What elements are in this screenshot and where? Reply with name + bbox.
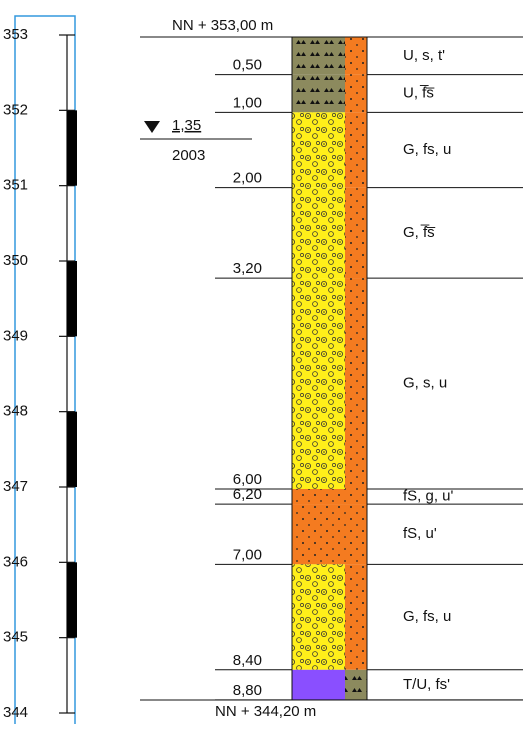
layer-pattern [345, 670, 367, 700]
bottom-label: NN + 344,20 m [215, 703, 316, 720]
scale-segment [67, 261, 77, 336]
scale-label: 350 [3, 252, 28, 269]
layer-pattern [345, 37, 367, 75]
layer-description: U, f̅s̅ [403, 84, 435, 101]
scale-label: 345 [3, 629, 28, 646]
scale-segment [67, 110, 77, 185]
layer-pattern [292, 112, 345, 187]
scale-label: 347 [3, 478, 28, 495]
scale-label: 351 [3, 177, 28, 194]
top-label: NN + 353,00 m [172, 17, 273, 34]
layer-depth: 8,40 [233, 652, 262, 669]
scale-label: 346 [3, 553, 28, 570]
scale-label: 349 [3, 327, 28, 344]
water-symbol [144, 121, 160, 133]
layer-description: G, fs, u [403, 608, 451, 625]
layer-pattern [345, 278, 367, 489]
layer-fill [292, 670, 345, 700]
layer-depth: 7,00 [233, 546, 262, 563]
layer-pattern [345, 504, 367, 564]
water-year: 2003 [172, 147, 205, 164]
scale-label: 353 [3, 26, 28, 43]
layer-pattern [292, 489, 345, 504]
scale-label: 344 [3, 704, 28, 721]
scale-label: 352 [3, 101, 28, 118]
layer-depth: 3,20 [233, 260, 262, 277]
layer-description: G, s, u [403, 375, 447, 392]
layer-depth: 1,00 [233, 94, 262, 111]
layer-pattern [345, 75, 367, 113]
borehole-log: NN + 353,00 m NN + 344,20 m 1,35 2003 35… [0, 0, 523, 724]
scale-segment [67, 562, 77, 637]
layer-pattern [292, 37, 345, 75]
scale-label: 348 [3, 403, 28, 420]
layer-description: fS, g, u' [403, 488, 454, 505]
layer-description: G, fs, u [403, 141, 451, 158]
layer-pattern [292, 504, 345, 564]
water-depth: 1,35 [172, 117, 201, 134]
layer-pattern [292, 188, 345, 278]
layer-description: U, s, t' [403, 47, 445, 64]
layer-pattern [292, 564, 345, 669]
layer-pattern [345, 112, 367, 187]
layer-depth: 6,20 [233, 486, 262, 503]
page: {"elevation_scale": {"labels": [353, 352… [0, 0, 523, 729]
layer-pattern [345, 489, 367, 504]
scale-frame [15, 16, 75, 724]
layer-pattern [292, 278, 345, 489]
layer-description: T/U, fs' [403, 676, 450, 693]
layer-depth: 0,50 [233, 57, 262, 74]
layer-depth: 2,00 [233, 170, 262, 187]
scale-segment [67, 412, 77, 487]
layer-depth: 8,80 [233, 682, 262, 699]
layer-pattern [292, 75, 345, 113]
layer-description: G, f̅s̅ [403, 224, 436, 241]
layer-description: fS, u' [403, 525, 437, 542]
layer-pattern [345, 188, 367, 278]
layer-pattern [345, 564, 367, 669]
